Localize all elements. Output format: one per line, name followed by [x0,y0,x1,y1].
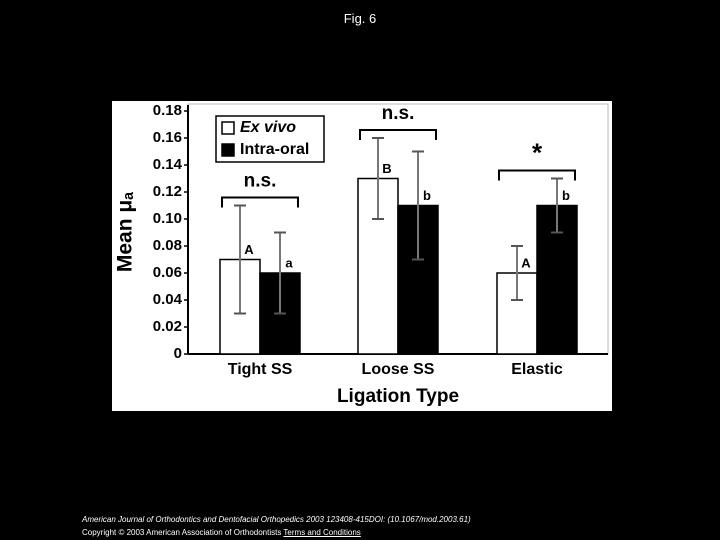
legend-label: Ex vivo [240,119,296,136]
y-tick-label: 0.14 [153,156,183,173]
y-tick-label: 0.10 [153,210,182,227]
group-letter: A [244,242,254,257]
legend-label: Intra-oral [240,141,309,158]
terms-link[interactable]: Terms and Conditions [283,528,361,537]
y-tick-label: 0.04 [153,291,183,308]
group-letter: b [423,188,431,203]
significance-label: * [532,137,543,167]
legend-swatch [221,143,235,157]
group-letter: B [382,161,391,176]
y-tick-label: 0.06 [153,264,182,281]
x-axis-label: Ligation Type [337,386,459,407]
slide-title: Fig. 6 [343,11,377,26]
citation: American Journal of Orthodontics and Den… [82,515,471,524]
group-letter: b [562,188,570,203]
significance-bracket [221,196,299,208]
copyright: Copyright © 2003 American Association of… [82,528,282,537]
bar [496,272,538,355]
x-tick-label: Loose SS [362,361,435,378]
y-tick-label: 0 [174,345,182,362]
significance-label: n.s. [382,103,415,124]
y-tick-label: 0.02 [153,318,182,335]
y-tick-label: 0.16 [153,129,182,146]
significance-label: n.s. [244,171,277,192]
y-axis-label: Mean μₐ [114,192,137,272]
copyright-line: Copyright © 2003 American Association of… [82,528,361,537]
citation-text: American Journal of Orthodontics and Den… [82,515,471,524]
y-tick-label: 0.12 [153,183,182,200]
chart: Mean μₐ Ligation Type 0 0.02 0.04 0.06 0.08 0… [112,101,612,411]
y-tick-label: 0.18 [153,102,182,119]
significance-bracket [359,129,437,140]
group-letter: a [285,255,293,270]
legend-swatch [221,121,235,135]
group-letter: A [521,255,531,270]
y-tick-label: 0.08 [153,237,182,254]
significance-bracket [498,169,576,181]
x-tick-label: Elastic [511,361,563,378]
x-tick-label: Tight SS [228,361,293,378]
